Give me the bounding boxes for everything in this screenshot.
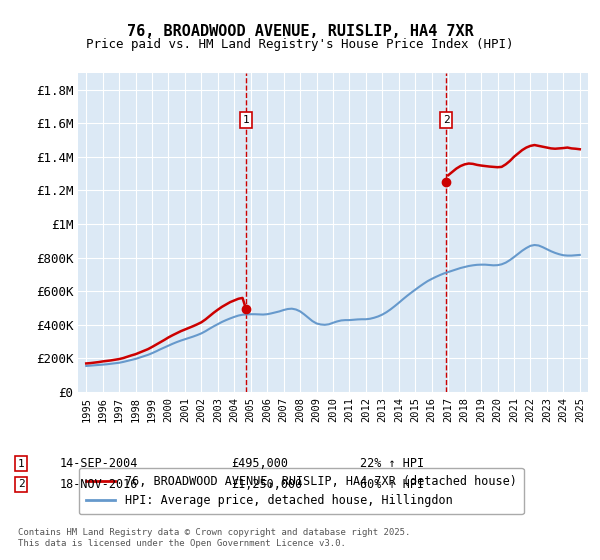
Text: 60% ↑ HPI: 60% ↑ HPI: [360, 478, 424, 491]
Text: 1: 1: [242, 115, 250, 125]
Text: 1: 1: [17, 459, 25, 469]
Text: 14-SEP-2004: 14-SEP-2004: [60, 457, 139, 470]
Text: 76, BROADWOOD AVENUE, RUISLIP, HA4 7XR: 76, BROADWOOD AVENUE, RUISLIP, HA4 7XR: [127, 24, 473, 39]
Text: Price paid vs. HM Land Registry's House Price Index (HPI): Price paid vs. HM Land Registry's House …: [86, 38, 514, 51]
Legend: 76, BROADWOOD AVENUE, RUISLIP, HA4 7XR (detached house), HPI: Average price, det: 76, BROADWOOD AVENUE, RUISLIP, HA4 7XR (…: [79, 468, 524, 514]
Text: £495,000: £495,000: [231, 457, 288, 470]
Text: Contains HM Land Registry data © Crown copyright and database right 2025.
This d: Contains HM Land Registry data © Crown c…: [18, 528, 410, 548]
Text: 18-NOV-2016: 18-NOV-2016: [60, 478, 139, 491]
Text: 2: 2: [443, 115, 449, 125]
Text: 22% ↑ HPI: 22% ↑ HPI: [360, 457, 424, 470]
Text: £1,250,000: £1,250,000: [231, 478, 302, 491]
Text: 2: 2: [17, 479, 25, 489]
